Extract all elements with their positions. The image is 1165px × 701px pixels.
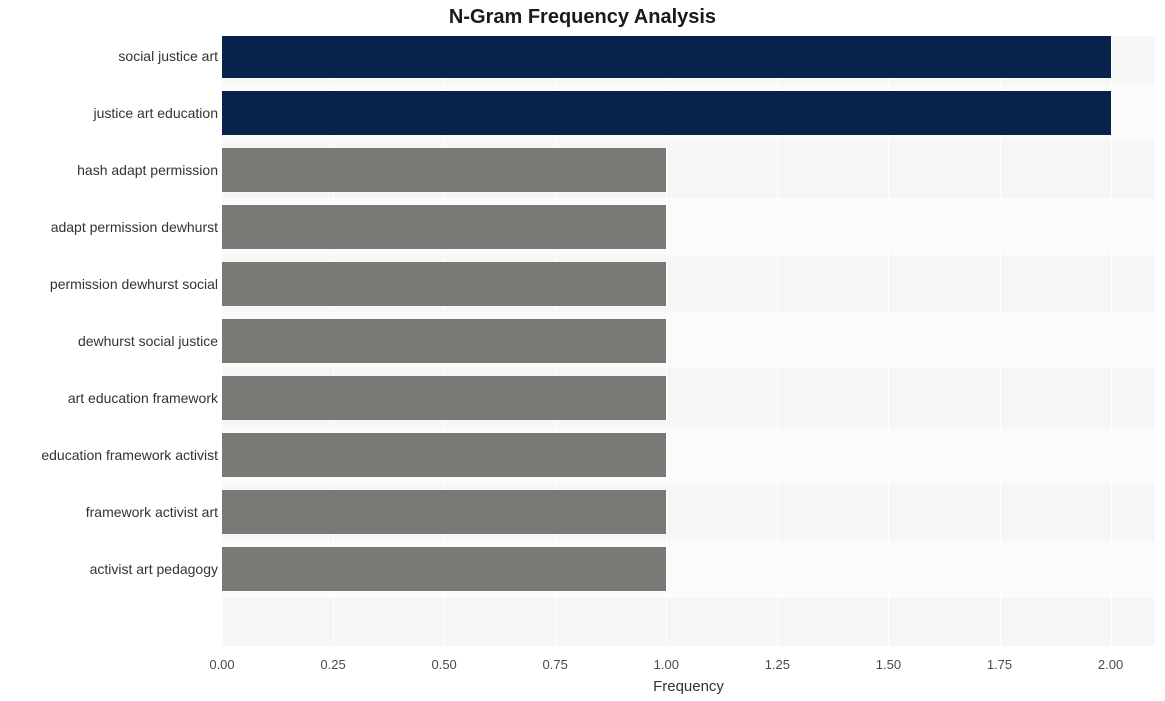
x-tick-label: 1.75 [987, 657, 1012, 672]
bar [222, 36, 1111, 78]
y-tick-label: social justice art [118, 48, 218, 64]
bar [222, 148, 666, 191]
x-axis-label: Frequency [222, 678, 1155, 695]
y-axis-labels: social justice art justice art education h… [0, 36, 218, 646]
y-tick-label: permission dewhurst social [50, 276, 218, 292]
grid-line [1111, 36, 1112, 646]
y-tick-label: adapt permission dewhurst [51, 219, 218, 235]
y-tick-label: art education framework [68, 390, 218, 406]
bar [222, 490, 666, 533]
x-tick-label: 0.75 [543, 657, 568, 672]
bar [222, 205, 666, 248]
bar [222, 376, 666, 419]
bar [222, 433, 666, 476]
bar [222, 262, 666, 305]
y-tick-label: education framework activist [41, 447, 218, 463]
y-tick-label: activist art pedagogy [90, 561, 218, 577]
y-tick-label: justice art education [93, 105, 218, 121]
y-tick-label: hash adapt permission [77, 162, 218, 178]
bar [222, 319, 666, 362]
x-tick-label: 1.25 [765, 657, 790, 672]
bar [222, 547, 666, 590]
x-tick-label: 0.25 [320, 657, 345, 672]
bar [222, 91, 1111, 134]
plot-area [222, 36, 1155, 646]
x-tick-label: 1.50 [876, 657, 901, 672]
x-tick-label: 0.00 [209, 657, 234, 672]
y-tick-label: framework activist art [86, 504, 218, 520]
x-tick-label: 2.00 [1098, 657, 1123, 672]
y-tick-label: dewhurst social justice [78, 333, 218, 349]
x-tick-label: 0.50 [431, 657, 456, 672]
row-stripe [222, 598, 1155, 646]
chart-title: N-Gram Frequency Analysis [0, 6, 1165, 29]
x-tick-label: 1.00 [654, 657, 679, 672]
ngram-frequency-chart: N-Gram Frequency Analysis social justice… [0, 0, 1165, 701]
